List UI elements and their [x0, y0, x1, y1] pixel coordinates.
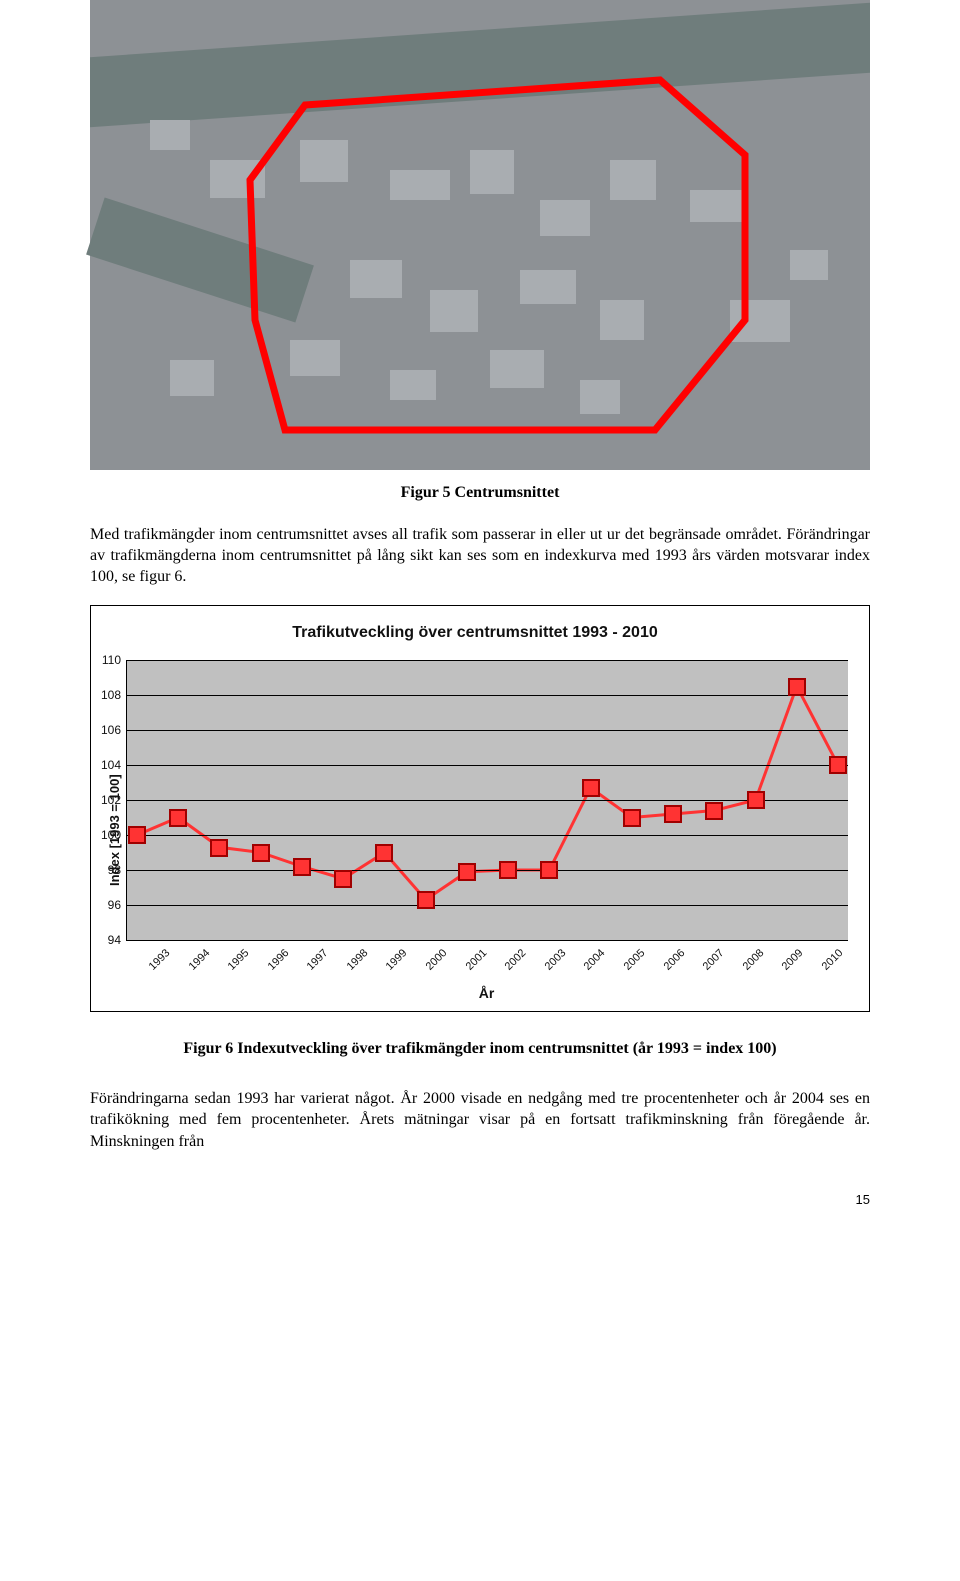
xtick-label: 1997	[303, 947, 331, 975]
chart-xlabel: År	[126, 985, 847, 1001]
xtick-label: 2002	[500, 947, 528, 975]
chart-marker	[417, 891, 435, 909]
chart-marker	[334, 870, 352, 888]
paragraph-1: Med trafikmängder inom centrumsnittet av…	[90, 524, 870, 587]
chart-marker	[664, 805, 682, 823]
aerial-map	[90, 0, 870, 470]
xtick-label: 1994	[184, 947, 212, 975]
chart-marker	[252, 844, 270, 862]
ytick-label: 104	[87, 758, 121, 772]
chart-marker	[788, 678, 806, 696]
ytick-label: 110	[87, 653, 121, 667]
ytick-label: 96	[87, 898, 121, 912]
chart-plot: 949698100102104106108110	[126, 660, 848, 941]
chart-title: Trafikutveckling över centrumsnittet 199…	[103, 624, 847, 642]
xtick-label: 1995	[223, 947, 251, 975]
ytick-label: 94	[87, 933, 121, 947]
xtick-label: 2009	[777, 947, 805, 975]
chart-marker	[293, 858, 311, 876]
chart-xlabels: 1993199419951996199719981999200020012002…	[126, 947, 847, 959]
figure6-caption: Figur 6 Indexutveckling över trafikmängd…	[90, 1040, 870, 1058]
ytick-label: 100	[87, 828, 121, 842]
xtick-label: 2000	[421, 947, 449, 975]
figure5-caption: Figur 5 Centrumsnittet	[90, 484, 870, 502]
xtick-label: 2010	[817, 947, 845, 975]
boundary-polygon	[90, 0, 870, 470]
chart-marker	[829, 756, 847, 774]
chart-marker	[623, 809, 641, 827]
chart-line	[137, 687, 838, 901]
chart-marker	[705, 802, 723, 820]
chart-marker	[747, 791, 765, 809]
xtick-label: 1996	[263, 947, 291, 975]
ytick-label: 98	[87, 863, 121, 877]
ytick-label: 108	[87, 688, 121, 702]
xtick-label: 2001	[461, 947, 489, 975]
xtick-label: 2005	[619, 947, 647, 975]
xtick-label: 2004	[580, 947, 608, 975]
xtick-label: 2007	[698, 947, 726, 975]
ytick-label: 102	[87, 793, 121, 807]
chart-marker	[499, 861, 517, 879]
chart-marker	[128, 826, 146, 844]
ytick-label: 106	[87, 723, 121, 737]
xtick-label: 2003	[540, 947, 568, 975]
page-number: 15	[90, 1192, 870, 1207]
chart-marker	[375, 844, 393, 862]
chart-container: Trafikutveckling över centrumsnittet 199…	[90, 605, 870, 1012]
xtick-label: 2008	[738, 947, 766, 975]
chart-marker	[169, 809, 187, 827]
paragraph-2: Förändringarna sedan 1993 har varierat n…	[90, 1088, 870, 1151]
chart-marker	[540, 861, 558, 879]
xtick-label: 1998	[342, 947, 370, 975]
xtick-label: 1993	[144, 947, 172, 975]
xtick-label: 1999	[382, 947, 410, 975]
chart-marker	[210, 839, 228, 857]
chart-marker	[582, 779, 600, 797]
chart-marker	[458, 863, 476, 881]
xtick-label: 2006	[659, 947, 687, 975]
